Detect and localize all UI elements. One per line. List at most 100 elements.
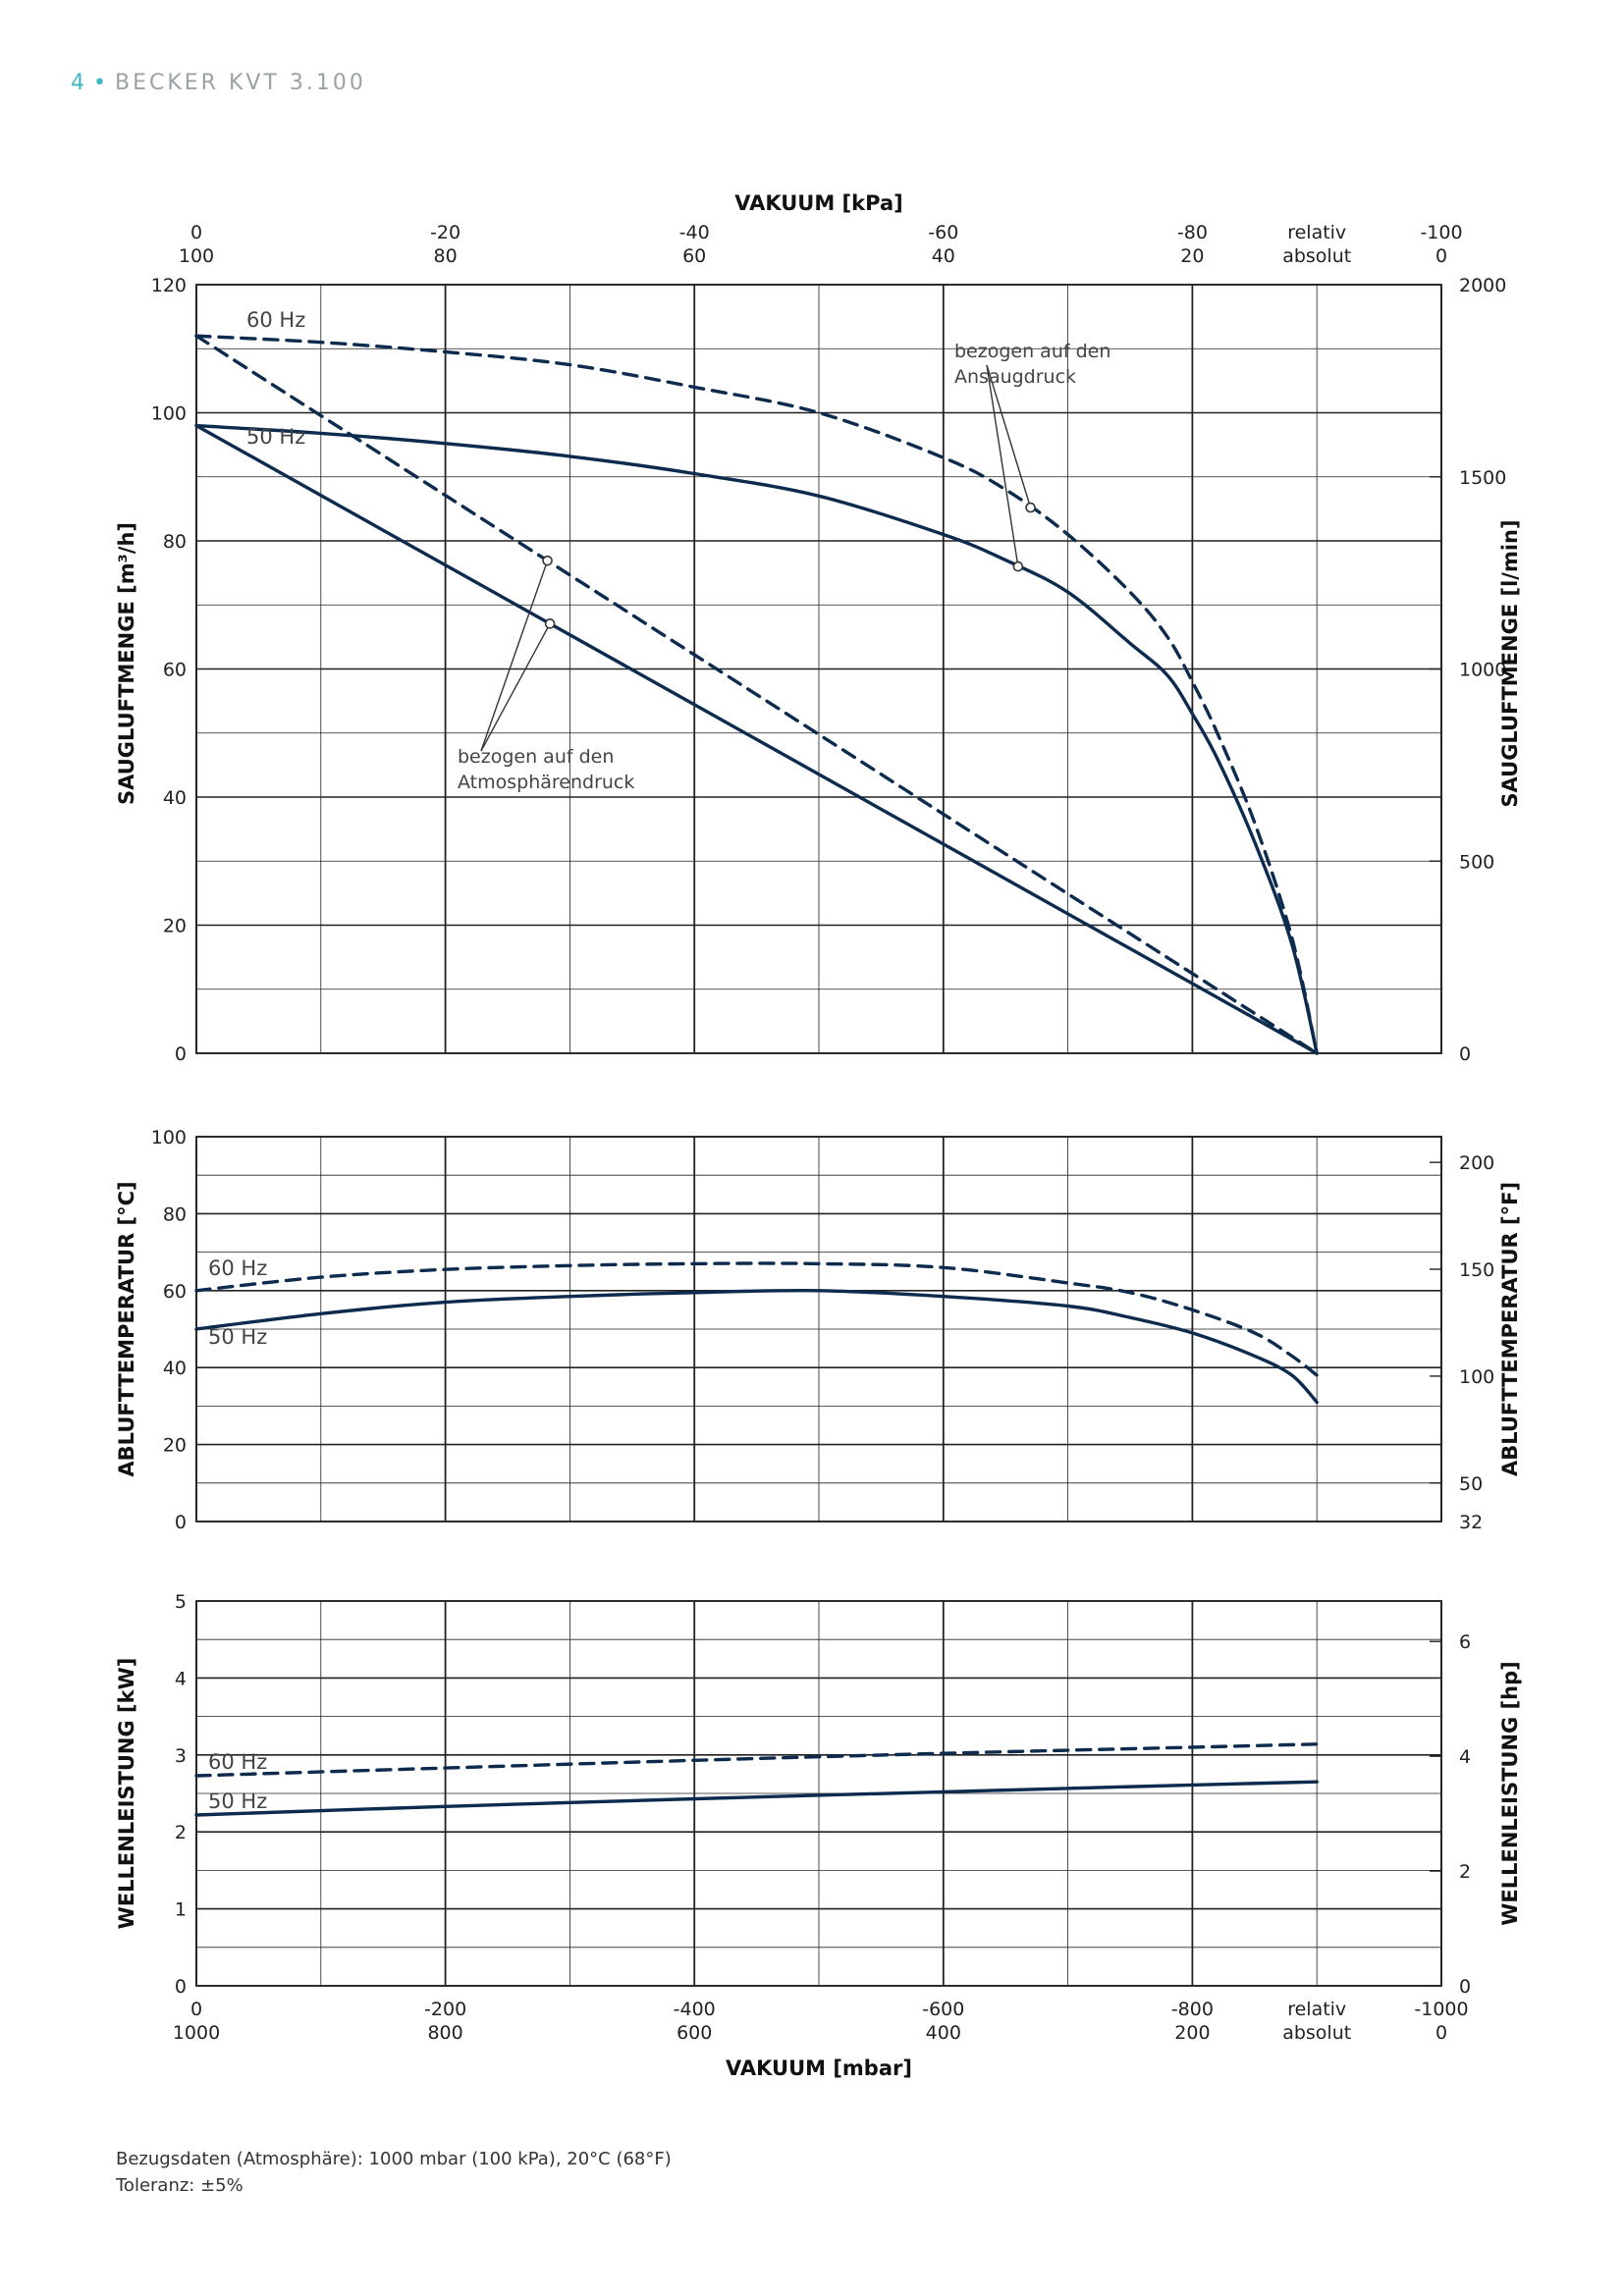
wellenleistung-y2-tick-label: 0 xyxy=(1459,1976,1471,1998)
wellenleistung-y2-tick-label: 4 xyxy=(1459,1746,1471,1768)
annotation-atmos-line2: Atmosphärendruck xyxy=(458,772,634,793)
bottom-absolute-tick-label: 0 xyxy=(1435,2022,1447,2044)
wellenleistung-y2-tick-label: 2 xyxy=(1459,1861,1471,1883)
annotation-atmos-line1: bezogen auf den xyxy=(458,746,614,768)
wellenleistung-y-axis-title: WELLENLEISTUNG [kW] xyxy=(115,1658,138,1930)
saugluftmenge-y-axis-title: SAUGLUFTMENGE [m³/h] xyxy=(115,522,138,805)
bottom-absolute-tick-label: absolut xyxy=(1282,2022,1351,2044)
saugluftmenge-y-tick-label: 100 xyxy=(151,403,187,425)
ablufttemperatur-y-tick-label: 100 xyxy=(151,1127,187,1148)
top-relative-tick-label: -100 xyxy=(1420,222,1462,243)
reference-data-note: Bezugsdaten (Atmosphäre): 1000 mbar (100… xyxy=(116,2149,672,2169)
saugluftmenge-y-tick-label: 120 xyxy=(151,275,187,296)
saugluftmenge-curve-60hz-ansaugdruck xyxy=(194,334,1319,1055)
top-absolute-tick-label: 40 xyxy=(932,245,955,267)
bottom-relative-tick-label: -200 xyxy=(424,1999,466,2020)
atmos-marker-60hz xyxy=(542,555,553,566)
saugluftmenge-y-tick-label: 20 xyxy=(163,916,187,937)
bottom-absolute-tick-label: 800 xyxy=(427,2022,462,2044)
saugluftmenge-y2-tick-label: 1500 xyxy=(1459,467,1506,489)
ablufttemperatur-y-tick-label: 20 xyxy=(163,1435,187,1457)
top-absolute-tick-label: 0 xyxy=(1435,245,1447,267)
atmos-leader-60hz xyxy=(480,560,549,752)
ansaug-marker-50hz xyxy=(1012,561,1024,572)
wellenleistung-y2-tick-label: 6 xyxy=(1459,1631,1471,1653)
bottom-relative-tick-label: -400 xyxy=(674,1999,716,2020)
saugluftmenge-y2-tick-label: 500 xyxy=(1459,851,1494,873)
top-relative-tick-label: -60 xyxy=(928,222,958,243)
saugluftmenge-y2-tick-label: 0 xyxy=(1459,1043,1471,1065)
wellenleistung-y-tick-label: 3 xyxy=(175,1745,187,1767)
text-layer: VAKUUM [kPa] VAKUUM [mbar] bezogen auf d… xyxy=(115,191,1522,2080)
tolerance-note: Toleranz: ±5% xyxy=(116,2175,244,2196)
ablufttemperatur-curve-50hz xyxy=(194,1288,1319,1405)
ansaug-leader-60hz xyxy=(986,364,1032,508)
saugluftmenge-y-tick-label: 40 xyxy=(163,787,187,809)
bottom-relative-tick-label: relativ xyxy=(1287,1999,1346,2020)
ablufttemperatur-y2-axis-title: ABLUFTTEMPERATUR [°F] xyxy=(1498,1182,1522,1476)
saugluftmenge-y2-tick-label: 2000 xyxy=(1459,275,1506,296)
annotation-ansaug-line1: bezogen auf den xyxy=(954,341,1110,362)
wellenleistung-y-tick-label: 2 xyxy=(175,1822,187,1843)
ablufttemperatur-series-label: 50 Hz xyxy=(208,1325,267,1349)
footnote: Bezugsdaten (Atmosphäre): 1000 mbar (100… xyxy=(116,2146,672,2199)
page-header: 4 • BECKER KVT 3.100 xyxy=(71,71,366,95)
top-absolute-tick-label: absolut xyxy=(1282,245,1351,267)
ablufttemperatur-y-tick-label: 0 xyxy=(175,1512,187,1533)
saugluftmenge-series-label: 60 Hz xyxy=(246,308,305,332)
top-absolute-tick-label: 60 xyxy=(682,245,706,267)
saugluftmenge-y2-tick-label: 1000 xyxy=(1459,660,1506,681)
top-axis-title: VAKUUM [kPa] xyxy=(734,191,902,215)
saugluftmenge-y-tick-label: 60 xyxy=(163,660,187,681)
saugluftmenge-curve-50hz-atmosphärendruck xyxy=(194,423,1319,1055)
ablufttemperatur-y-tick-label: 80 xyxy=(163,1203,187,1225)
bottom-relative-tick-label: -1000 xyxy=(1414,1999,1468,2020)
wellenleistung-y-tick-label: 1 xyxy=(175,1899,187,1921)
bottom-relative-tick-label: -600 xyxy=(922,1999,964,2020)
ablufttemperatur-y2-tick-label: 150 xyxy=(1459,1259,1494,1281)
saugluftmenge-y2-axis-title: SAUGLUFTMENGE [l/min] xyxy=(1498,519,1522,807)
top-relative-tick-label: -40 xyxy=(679,222,710,243)
wellenleistung-series-label: 60 Hz xyxy=(208,1750,267,1774)
wellenleistung-series-label: 50 Hz xyxy=(208,1789,267,1813)
saugluftmenge-curve-50hz-ansaugdruck xyxy=(194,423,1319,1055)
top-absolute-tick-label: 20 xyxy=(1180,245,1204,267)
curves-layer xyxy=(194,334,1319,1817)
ablufttemperatur-curve-60hz xyxy=(194,1261,1319,1377)
grid-layer xyxy=(195,284,1442,1987)
annotation-ansaug-line2: Ansaugdruck xyxy=(954,366,1076,388)
top-absolute-tick-label: 80 xyxy=(434,245,458,267)
ablufttemperatur-y2-tick-label: 200 xyxy=(1459,1152,1494,1174)
document-title: BECKER KVT 3.100 xyxy=(114,71,366,95)
wellenleistung-curve-60hz xyxy=(194,1742,1319,1778)
bottom-relative-tick-label: -800 xyxy=(1171,1999,1214,2020)
wellenleistung-y-tick-label: 5 xyxy=(175,1591,187,1613)
saugluftmenge-curve-60hz-atmosphärendruck xyxy=(194,334,1319,1055)
top-relative-tick-label: relativ xyxy=(1287,222,1346,243)
ansaug-leader-50hz xyxy=(986,364,1019,567)
ablufttemperatur-y2-tick-label: 50 xyxy=(1459,1473,1483,1495)
ablufttemperatur-y-tick-label: 60 xyxy=(163,1281,187,1303)
bottom-axis-title: VAKUUM [mbar] xyxy=(726,2056,912,2080)
ablufttemperatur-series-label: 60 Hz xyxy=(208,1256,267,1280)
top-absolute-tick-label: 100 xyxy=(179,245,214,267)
wellenleistung-y2-axis-title: WELLENLEISTUNG [hp] xyxy=(1498,1661,1522,1926)
bottom-absolute-tick-label: 1000 xyxy=(173,2022,220,2044)
atmos-leader-50hz xyxy=(480,622,551,752)
ablufttemperatur-y2-tick-label: 100 xyxy=(1459,1366,1494,1388)
ablufttemperatur-y-axis-title: ABLUFTTEMPERATUR [°C] xyxy=(115,1181,138,1476)
ansaug-marker-60hz xyxy=(1025,502,1036,513)
saugluftmenge-y-tick-label: 80 xyxy=(163,531,187,553)
wellenleistung-frame xyxy=(195,1600,1442,1987)
header-separator: • xyxy=(93,71,109,95)
wellenleistung-curve-50hz xyxy=(194,1780,1319,1817)
bottom-relative-tick-label: 0 xyxy=(190,1999,202,2020)
wellenleistung-y-tick-label: 4 xyxy=(175,1668,187,1689)
saugluftmenge-y-tick-label: 0 xyxy=(175,1043,187,1065)
page-number: 4 xyxy=(71,71,87,95)
top-relative-tick-label: -20 xyxy=(430,222,460,243)
wellenleistung-y-tick-label: 0 xyxy=(175,1976,187,1998)
bottom-absolute-tick-label: 400 xyxy=(926,2022,961,2044)
top-relative-tick-label: -80 xyxy=(1177,222,1208,243)
saugluftmenge-series-label: 50 Hz xyxy=(246,425,305,449)
